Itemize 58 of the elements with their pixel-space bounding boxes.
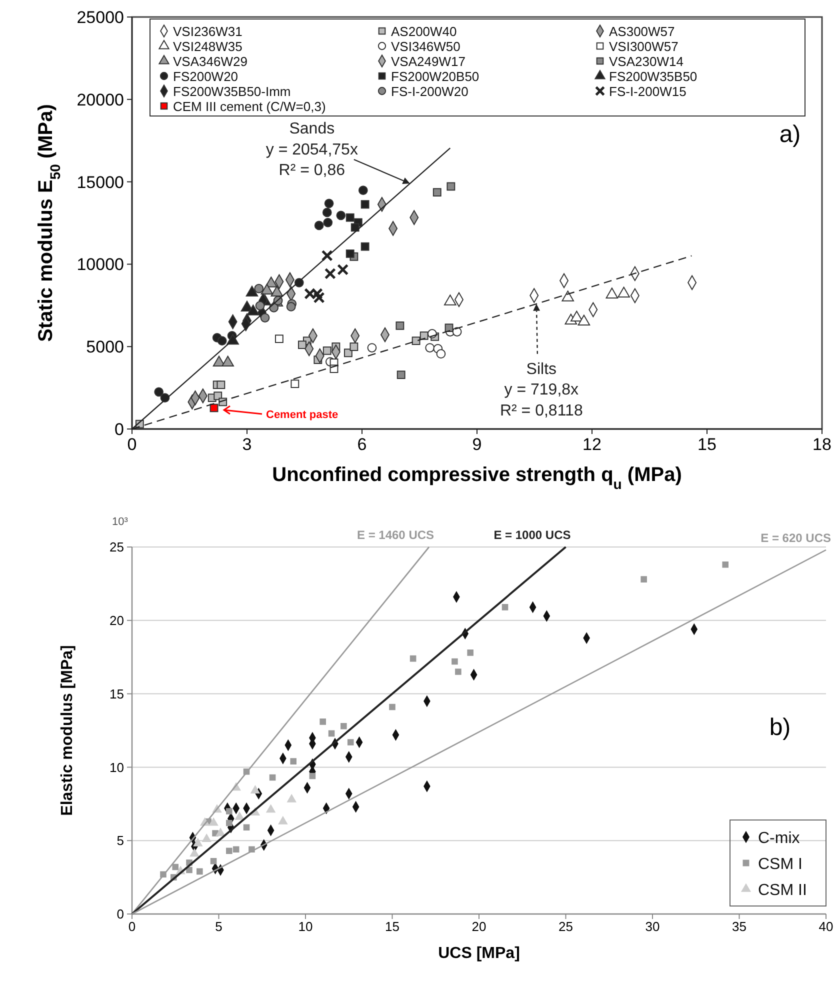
legend-label: AS300W57 bbox=[609, 24, 675, 39]
y-tick-label: 5000 bbox=[86, 338, 124, 357]
x-tick-label: 10 bbox=[298, 919, 313, 934]
x-axis-title: Unconfined compressive strength q$_{u}$ (MPa) bbox=[272, 464, 682, 492]
legend-label: AS200W40 bbox=[391, 24, 457, 39]
legend-label: FS200W35B50 bbox=[609, 69, 698, 84]
series-label: E = 620 UCS bbox=[760, 530, 831, 545]
y-tick-label: 20 bbox=[110, 612, 124, 628]
x-tick-label: 9 bbox=[472, 435, 482, 454]
legend-label: VSI248W35 bbox=[173, 39, 242, 54]
annotation: a) bbox=[779, 121, 801, 148]
y-tick-label: 10000 bbox=[76, 255, 124, 274]
x-tick-label: 20 bbox=[472, 919, 486, 934]
y-tick-label: 15 bbox=[110, 686, 124, 702]
legend-label: VSA249W17 bbox=[391, 54, 466, 69]
text: 10³ bbox=[112, 516, 128, 528]
annotation: Silts y = 719,8x R² = 0,8118 bbox=[500, 360, 583, 420]
x-tick-label: 12 bbox=[582, 435, 602, 454]
legend-label: FS200W20B50 bbox=[391, 69, 480, 84]
annotation: b) bbox=[769, 714, 791, 741]
legend-label: FS-I-200W15 bbox=[609, 84, 686, 99]
annotation: Cement paste bbox=[266, 409, 338, 421]
x-tick-label: 5 bbox=[215, 919, 222, 934]
y-tick-label: 25 bbox=[110, 540, 124, 555]
legend-label: C-mix bbox=[758, 830, 800, 847]
legend-label: CSM II bbox=[758, 882, 807, 899]
legend-label: CEM III cement (C/W=0,3) bbox=[173, 99, 326, 114]
x-tick-label: 30 bbox=[645, 919, 660, 934]
x-tick-label: 0 bbox=[128, 919, 136, 934]
y-tick-label: 25000 bbox=[76, 8, 124, 27]
legend-label: VSI346W50 bbox=[391, 39, 460, 54]
annotation: Sands y = 2054,75x R² = 0,86 bbox=[266, 120, 358, 180]
y-tick-label: 20000 bbox=[76, 90, 124, 110]
x-axis-title: UCS [MPa] bbox=[438, 945, 520, 962]
legend-label: FS200W20 bbox=[173, 69, 238, 84]
legend-label: VSA346W29 bbox=[173, 54, 248, 69]
legend-label: FS-I-200W20 bbox=[391, 84, 468, 99]
legend-label: VSA230W14 bbox=[609, 54, 684, 69]
legend-label: VSI236W31 bbox=[173, 24, 242, 39]
x-tick-label: 15 bbox=[385, 919, 400, 934]
x-tick-label: 25 bbox=[558, 919, 573, 934]
series-label: E = 1000 UCS bbox=[494, 528, 571, 542]
y-tick-label: 15000 bbox=[76, 172, 124, 192]
x-tick-label: 35 bbox=[732, 919, 746, 934]
y-tick-label: 5 bbox=[116, 833, 124, 848]
x-tick-label: 18 bbox=[812, 435, 832, 454]
legend-label: VSI300W57 bbox=[609, 39, 678, 54]
y-tick-label: 0 bbox=[116, 906, 124, 922]
y-axis-title: Elastic modulus [MPa] bbox=[59, 645, 76, 816]
y-tick-label: 10 bbox=[110, 760, 124, 775]
series-label: E = 1460 UCS bbox=[356, 528, 434, 542]
legend-label: FS200W35B50-Imm bbox=[173, 84, 291, 99]
legend-label: CSM I bbox=[758, 856, 802, 873]
x-tick-label: 40 bbox=[818, 919, 834, 934]
x-tick-label: 6 bbox=[357, 435, 367, 454]
x-tick-label: 3 bbox=[242, 435, 252, 454]
x-tick-label: 15 bbox=[698, 435, 716, 454]
y-tick-label: 0 bbox=[114, 420, 124, 439]
